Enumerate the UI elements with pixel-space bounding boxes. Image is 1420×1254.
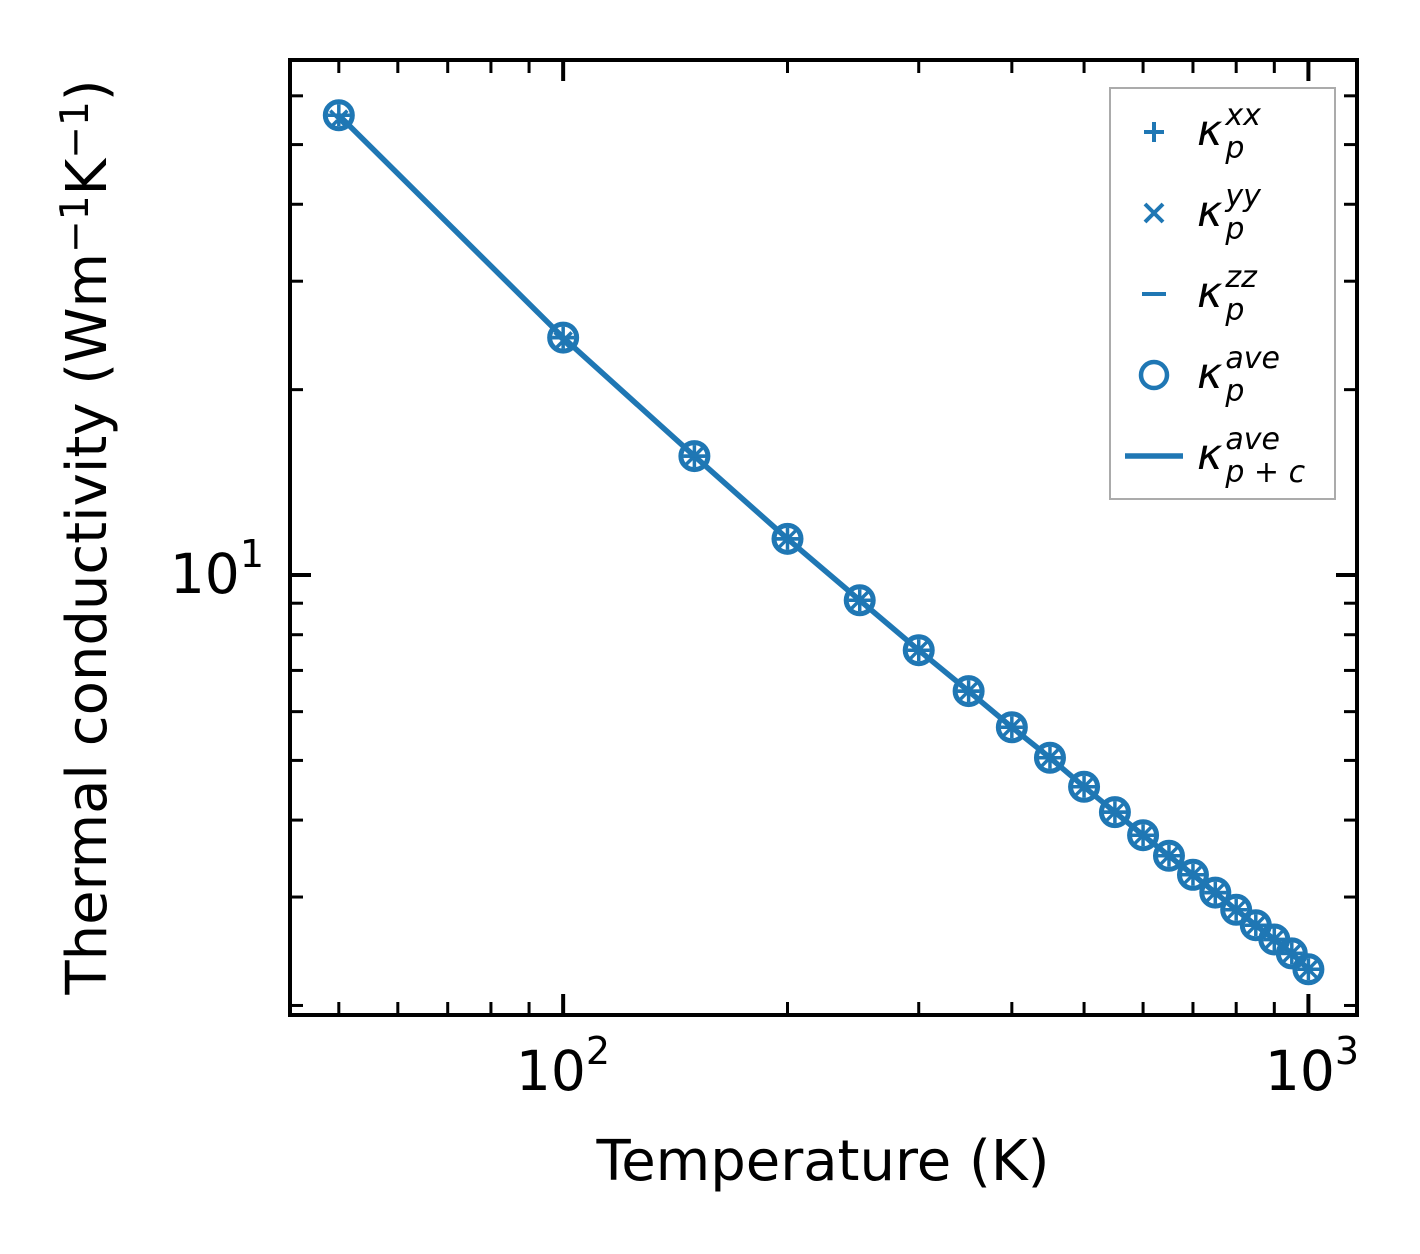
x-tick-label-100: 102 — [516, 1029, 610, 1103]
data-point-circle-350 — [952, 675, 985, 708]
legend-label-kappa_p_ave: κ ave p — [1197, 342, 1280, 407]
kappa-symbol: κ — [1197, 268, 1223, 318]
subscript: p — [1225, 211, 1245, 247]
kappa-symbol: κ — [1197, 187, 1223, 237]
legend-label-scripts: zz p — [1225, 260, 1257, 328]
data-point-circle-600 — [1127, 819, 1160, 852]
subscript: p — [1225, 373, 1245, 409]
legend-label-kappa_p_zz: κ zz p — [1197, 261, 1257, 326]
kappa-symbol: κ — [1197, 430, 1223, 480]
data-point-circle-550 — [1098, 796, 1131, 829]
data-point-circle-300 — [902, 634, 935, 667]
data-point-circle-500 — [1068, 770, 1101, 803]
data-layer — [322, 99, 1325, 986]
legend-entry-kappa_p_ave: κ ave p — [1111, 334, 1334, 415]
superscript: xx — [1225, 98, 1261, 134]
superscript: ave — [1225, 422, 1280, 458]
legend-entry-kappa_p_zz: κ zz p — [1111, 253, 1334, 334]
data-point-circle-800 — [1220, 893, 1253, 926]
data-point-circle-100 — [547, 321, 580, 354]
plot-border — [288, 58, 1359, 1017]
legend-label-kappa_p_xx: κ xx p — [1197, 99, 1261, 164]
legend-plus-marker-icon — [1111, 104, 1197, 160]
legend-circle-marker-icon — [1111, 347, 1197, 403]
data-point-circle-400 — [995, 711, 1028, 744]
data-point-circle-200 — [771, 522, 804, 555]
axes-layer — [288, 58, 1359, 1017]
kappa-symbol: κ — [1197, 106, 1223, 156]
legend-x-marker-icon — [1111, 185, 1197, 241]
subscript: p — [1225, 130, 1245, 166]
legend-label-kappa_p_plus_c_ave: κ ave p + c — [1197, 423, 1305, 488]
series-markers-kappa_p_ave — [322, 99, 1325, 986]
kappa-symbol: κ — [1197, 349, 1223, 399]
data-point-circle-700 — [1176, 858, 1209, 891]
legend-hline-marker-icon — [1111, 266, 1197, 322]
superscript: yy — [1225, 179, 1261, 215]
data-point-circle-50 — [322, 99, 355, 132]
y-axis-label: Thermal conductivity (Wm−1K−1) — [53, 79, 120, 995]
superscript: ave — [1225, 341, 1280, 377]
x-tick-label-1000: 103 — [1265, 1029, 1359, 1103]
legend-entry-kappa_p_xx: κ xx p — [1111, 91, 1334, 172]
data-point-circle-650 — [1152, 839, 1185, 872]
legend-entry-kappa_p_yy: κ yy p — [1111, 172, 1334, 253]
data-point-circle-450 — [1033, 741, 1066, 774]
legend-label-scripts: ave p + c — [1225, 422, 1306, 490]
legend-label-scripts: xx p — [1225, 98, 1261, 166]
data-point-circle-150 — [678, 440, 711, 473]
legend-label-scripts: yy p — [1225, 179, 1261, 247]
subscript: p + c — [1225, 454, 1306, 490]
legend-entry-kappa_p_plus_c_ave: κ ave p + c — [1111, 415, 1334, 496]
y-tick-label-10: 101 — [170, 532, 264, 606]
series-markers-kappa_p_zz — [327, 113, 1320, 972]
legend: κ xx p κ yy p κ zz p κ ave p κ ave p + c — [1109, 87, 1336, 500]
superscript: zz — [1225, 260, 1257, 296]
legend-label-kappa_p_yy: κ yy p — [1197, 180, 1261, 245]
legend-label-scripts: ave p — [1225, 341, 1280, 409]
x-axis-label: Temperature (K) — [596, 1129, 1050, 1194]
legend-line-marker-icon — [1111, 428, 1197, 484]
subscript: p — [1225, 292, 1245, 328]
data-point-circle-950 — [1275, 937, 1308, 970]
data-point-circle-750 — [1199, 876, 1232, 909]
data-point-circle-1000 — [1292, 953, 1325, 986]
data-point-circle-250 — [843, 584, 876, 617]
